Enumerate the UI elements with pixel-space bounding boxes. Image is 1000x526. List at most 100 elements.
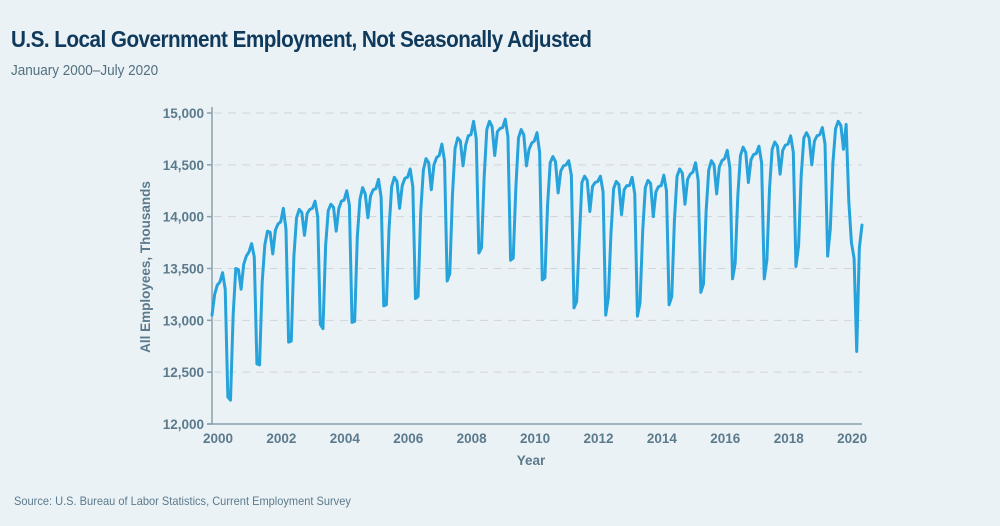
y-tick-label: 15,000: [163, 106, 204, 121]
data-point: [718, 166, 720, 168]
data-point: [459, 140, 461, 142]
data-point: [536, 132, 538, 134]
data-point: [618, 183, 620, 185]
data-point: [264, 243, 266, 245]
y-tick-label: 13,500: [163, 262, 204, 277]
data-point: [258, 364, 260, 366]
data-point: [309, 208, 311, 210]
data-point: [649, 182, 651, 184]
data-point: [723, 157, 725, 159]
chart-subtitle: January 2000–July 2020: [11, 62, 159, 79]
data-point: [467, 135, 469, 137]
data-point: [346, 190, 348, 192]
data-point: [332, 206, 334, 208]
data-point: [472, 120, 474, 122]
y-tick-label: 12,500: [163, 365, 204, 380]
y-axis-ticks: 12,000 12,500 13,000 13,500 14,000 14,500 15,0…: [163, 106, 212, 432]
data-point: [243, 263, 245, 265]
data-point: [554, 161, 556, 163]
data-point: [348, 204, 350, 206]
data-point: [293, 255, 295, 257]
data-point: [639, 302, 641, 304]
data-point: [789, 135, 791, 137]
data-point: [338, 207, 340, 209]
data-point: [533, 140, 535, 142]
data-point: [660, 184, 662, 186]
data-point: [528, 148, 530, 150]
data-point: [515, 186, 517, 188]
data-point: [486, 128, 488, 130]
data-point: [597, 180, 599, 182]
data-point: [480, 247, 482, 249]
data-point: [549, 162, 551, 164]
data-point: [496, 130, 498, 132]
data-point: [541, 279, 543, 281]
data-point: [280, 221, 282, 223]
data-point: [755, 152, 757, 154]
data-point: [319, 323, 321, 325]
data-point: [708, 169, 710, 171]
data-point: [602, 191, 604, 193]
data-point: [483, 176, 485, 178]
data-point: [229, 399, 231, 401]
data-point: [464, 144, 466, 146]
data-point: [692, 171, 694, 173]
data-point: [808, 137, 810, 139]
data-point: [610, 232, 612, 234]
x-tick-label: 2000: [203, 431, 233, 446]
data-point: [512, 257, 514, 259]
data-point: [301, 211, 303, 213]
data-point: [607, 296, 609, 298]
data-point: [409, 168, 411, 170]
data-point: [771, 148, 773, 150]
data-point: [845, 123, 847, 125]
data-point: [742, 146, 744, 148]
data-point: [393, 176, 395, 178]
data-point: [826, 255, 828, 257]
data-point: [478, 252, 480, 254]
data-point: [314, 200, 316, 202]
data-point: [644, 186, 646, 188]
data-point: [285, 228, 287, 230]
data-point: [594, 181, 596, 183]
data-point: [282, 207, 284, 209]
data-point: [240, 288, 242, 290]
data-point: [420, 210, 422, 212]
data-point: [599, 175, 601, 177]
data-point: [552, 155, 554, 157]
data-point: [837, 120, 839, 122]
data-point: [700, 291, 702, 293]
data-point: [605, 314, 607, 316]
data-point: [655, 191, 657, 193]
data-point: [232, 314, 234, 316]
data-point: [364, 193, 366, 195]
data-point: [388, 228, 390, 230]
y-tick-label: 12,000: [163, 417, 204, 432]
data-point: [671, 295, 673, 297]
data-point: [647, 179, 649, 181]
data-point: [361, 186, 363, 188]
data-point: [266, 230, 268, 232]
data-point: [586, 179, 588, 181]
data-point: [795, 265, 797, 267]
data-points: [211, 118, 863, 401]
data-point: [356, 235, 358, 237]
data-point: [631, 176, 633, 178]
data-point: [811, 164, 813, 166]
data-point: [797, 244, 799, 246]
data-point: [227, 396, 229, 398]
data-point: [340, 200, 342, 202]
x-tick-label: 2006: [393, 431, 424, 446]
data-point: [589, 210, 591, 212]
data-point: [641, 230, 643, 232]
data-point: [507, 136, 509, 138]
data-point: [768, 187, 770, 189]
data-point: [673, 220, 675, 222]
data-point: [330, 203, 332, 205]
data-point: [686, 178, 688, 180]
data-point: [367, 217, 369, 219]
data-point: [678, 168, 680, 170]
data-point: [441, 143, 443, 145]
data-point: [406, 176, 408, 178]
